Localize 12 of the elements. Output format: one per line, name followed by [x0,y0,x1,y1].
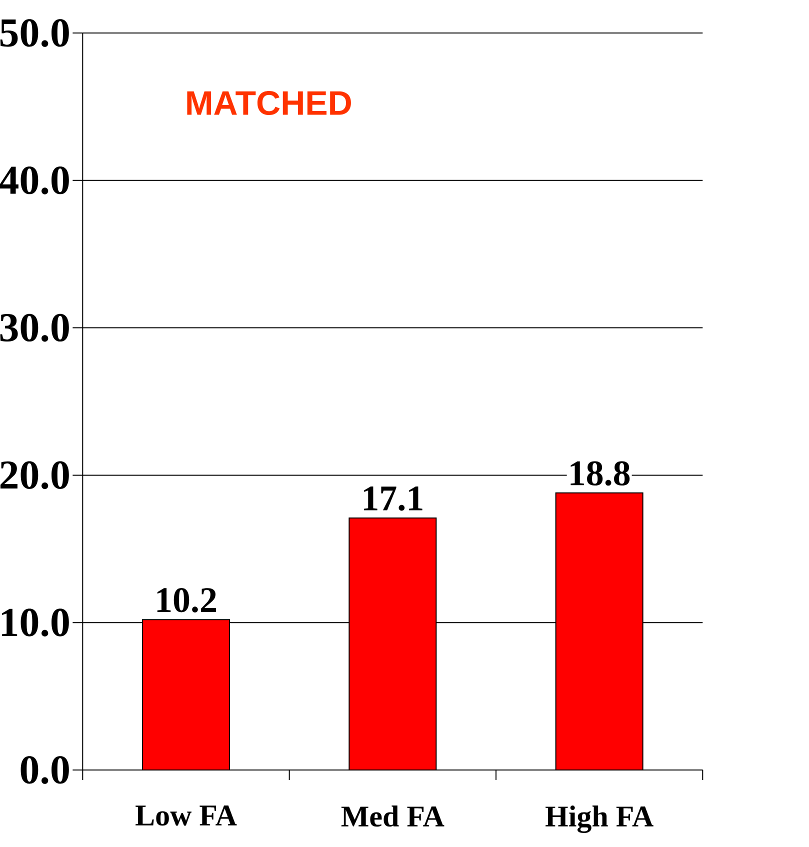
x-tick-label: Low FA [136,806,237,826]
y-tick-label: 50.0 [0,19,69,47]
y-tick-label: 30.0 [0,314,69,342]
y-tick-label: 10.0 [2,608,69,637]
x-tick-label: High FA [546,806,654,833]
data-label: 10.2 [157,588,216,612]
annotation: MATCHED [187,90,351,116]
data-label: 17.1 [364,486,422,511]
y-tick-label: 0.0 [20,756,69,784]
data-label: 18.8 [570,461,630,486]
y-tick-label: 20.0 [0,461,69,490]
x-tick-label: Med FA [341,806,444,827]
